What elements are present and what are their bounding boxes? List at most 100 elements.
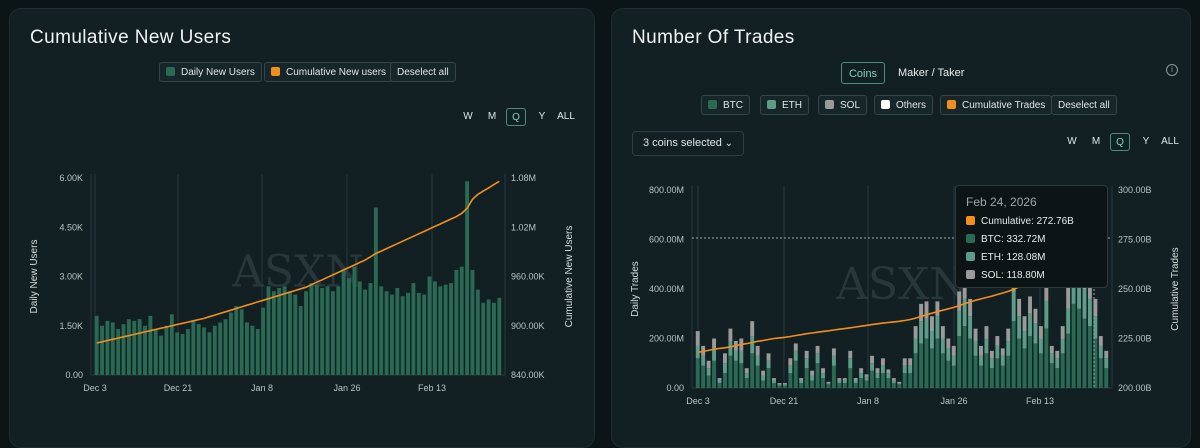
legend-swatch — [825, 100, 834, 109]
period-all[interactable]: ALL — [557, 111, 575, 122]
tab-maker-taker[interactable]: Maker / Taker — [898, 67, 965, 79]
y2-axis-title: Cumulative Trades — [1170, 247, 1181, 330]
bar — [979, 365, 983, 388]
bar — [919, 343, 924, 388]
legend-btc[interactable]: BTC — [701, 95, 750, 115]
bar — [793, 350, 798, 361]
y-tick-label: 6.00K — [59, 173, 83, 183]
bar — [821, 368, 825, 374]
y2-tick-label: 250.00B — [1118, 284, 1152, 294]
bar — [929, 348, 934, 388]
period-w[interactable]: W — [463, 111, 473, 122]
bar — [853, 378, 858, 381]
legend-cumulative-trades[interactable]: Cumulative Trades — [940, 95, 1053, 115]
deselect-all-button[interactable]: Deselect all — [1051, 95, 1117, 115]
bar — [406, 292, 410, 375]
bar — [347, 278, 351, 375]
tooltip-swatch — [966, 252, 975, 261]
tooltip-row-btc: BTC: 332.72M — [966, 234, 1045, 245]
bar — [733, 350, 738, 361]
bar — [924, 318, 929, 339]
legend-swatch — [947, 100, 956, 109]
bar — [239, 309, 244, 375]
bar — [706, 360, 711, 369]
bar — [1082, 289, 1087, 319]
bar — [390, 294, 394, 375]
bar — [282, 286, 287, 375]
bar — [1044, 328, 1049, 388]
tooltip-label: Cumulative: 272.76B — [981, 216, 1074, 227]
bar — [875, 368, 880, 374]
deselect-all-button[interactable]: Deselect all — [390, 62, 456, 82]
tab-coins[interactable]: Coins — [841, 62, 885, 84]
bar — [902, 373, 907, 388]
y-axis-title: Daily Trades — [630, 261, 641, 317]
tooltip-label: SOL: 118.80M — [981, 270, 1045, 281]
bar — [739, 363, 744, 388]
bar — [175, 332, 180, 375]
bar — [706, 368, 711, 376]
bar — [728, 355, 733, 388]
bar — [250, 325, 255, 375]
bar — [761, 370, 766, 376]
bar — [919, 303, 924, 322]
bar — [223, 319, 228, 375]
bar — [826, 381, 831, 384]
bar — [957, 336, 962, 388]
bar — [929, 316, 934, 332]
bar — [973, 340, 978, 356]
bar — [815, 353, 820, 364]
bar — [859, 368, 864, 374]
bar — [701, 365, 706, 388]
bar — [148, 315, 153, 375]
period-m[interactable]: M — [1091, 136, 1101, 147]
bar — [94, 315, 99, 375]
bar — [761, 375, 766, 381]
period-q[interactable]: Q — [1110, 133, 1130, 151]
bar — [777, 383, 782, 385]
period-m[interactable]: M — [487, 111, 497, 122]
legend-swatch — [271, 67, 280, 76]
bar — [706, 375, 711, 388]
bar — [935, 316, 940, 339]
bar — [1006, 340, 1011, 356]
legend-label: ETH — [782, 100, 802, 111]
bar — [1087, 326, 1092, 388]
legend-cumulative-new-users[interactable]: Cumulative New users — [264, 62, 394, 82]
bar — [422, 294, 427, 375]
bar — [788, 358, 793, 366]
bar — [951, 355, 956, 366]
bar — [202, 327, 206, 375]
bar — [788, 365, 793, 374]
bar — [733, 360, 738, 388]
period-y[interactable]: Y — [1142, 136, 1150, 147]
x-tick-label: Dec 3 — [83, 383, 107, 393]
chevron-down-icon: ⌄ — [724, 138, 733, 149]
bar — [799, 380, 804, 384]
bar — [848, 358, 853, 369]
bar — [126, 319, 131, 375]
bar — [815, 363, 820, 388]
period-w[interactable]: W — [1067, 136, 1077, 147]
bar — [722, 363, 727, 374]
bar — [1038, 338, 1043, 354]
legend-eth[interactable]: ETH — [760, 95, 809, 115]
coin-selector-dropdown[interactable]: 3 coins selected ⌄ — [632, 131, 744, 156]
bar — [886, 378, 891, 388]
period-y[interactable]: Y — [538, 111, 546, 122]
period-q[interactable]: Q — [506, 108, 526, 126]
legend-daily-new-users[interactable]: Daily New Users — [159, 62, 262, 82]
bar — [870, 355, 875, 364]
y-tick-label: 3.00K — [59, 272, 83, 282]
bar — [443, 284, 448, 375]
y-tick-label: 0.00 — [65, 370, 83, 380]
bar — [712, 348, 717, 361]
legend-sol[interactable]: SOL — [818, 95, 868, 115]
period-all[interactable]: ALL — [1161, 136, 1179, 147]
bar — [1000, 365, 1005, 388]
x-tick-label: Jan 26 — [333, 383, 360, 393]
legend-others[interactable]: Others — [874, 95, 934, 115]
bar — [831, 365, 836, 388]
bar — [804, 368, 809, 388]
info-icon[interactable]: i — [1166, 64, 1178, 76]
